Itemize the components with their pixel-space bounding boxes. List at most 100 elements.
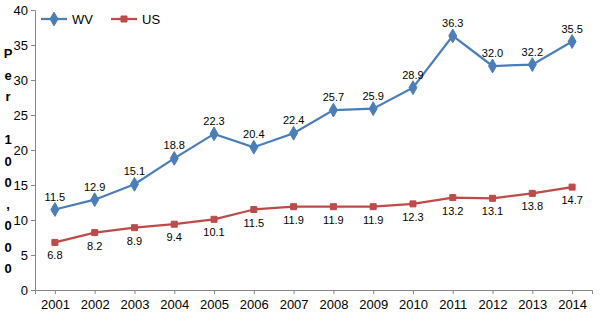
y-axis-label-char: , (6, 197, 10, 212)
y-tick: 25 (14, 108, 35, 123)
data-label: 15.1 (124, 165, 145, 177)
data-label: 11.5 (244, 217, 265, 229)
x-tick: 2002 (81, 290, 110, 312)
y-axis-label: Per100,000 (4, 46, 13, 276)
marker (51, 203, 59, 217)
legend-marker (50, 12, 58, 26)
marker (528, 58, 536, 72)
legend: WVUS (41, 12, 160, 27)
data-label: 13.1 (482, 205, 503, 217)
x-tick-mark (55, 290, 56, 294)
x-tick: 2013 (518, 290, 547, 312)
data-label: 13.8 (522, 200, 543, 212)
y-axis-label-char: 0 (4, 240, 11, 255)
y-tick-mark (31, 255, 35, 256)
x-tick-label: 2001 (41, 297, 70, 312)
data-label: 25.7 (323, 91, 344, 103)
x-tick: 2001 (41, 290, 70, 312)
marker (410, 201, 416, 207)
marker (330, 204, 336, 210)
x-tick: 2010 (399, 290, 428, 312)
x-tick-label: 2008 (319, 297, 348, 312)
x-tick: 2004 (160, 290, 189, 312)
legend-item: WV (41, 12, 93, 27)
data-label: 32.2 (522, 46, 543, 58)
y-tick-label: 40 (14, 3, 28, 18)
data-label: 8.9 (127, 235, 142, 247)
x-tick-mark (174, 290, 175, 294)
chart-svg: 0510152025303540200120022003200420052006… (0, 0, 600, 327)
x-tick-label: 2013 (518, 297, 547, 312)
marker (52, 239, 58, 245)
x-tick-mark (254, 290, 255, 294)
marker (211, 216, 217, 222)
x-axis-line (36, 291, 593, 295)
x-tick-mark (95, 290, 96, 294)
data-label: 12.9 (84, 181, 105, 193)
y-tick: 35 (14, 38, 35, 53)
data-label: 10.1 (203, 226, 224, 238)
x-tick-label: 2003 (121, 297, 150, 312)
data-labels: 11.512.915.118.822.320.422.425.725.928.9… (45, 17, 583, 262)
marker (290, 126, 298, 140)
y-axis-line (31, 11, 36, 291)
y-axis-label-char: 0 (4, 154, 11, 169)
data-label: 28.9 (402, 69, 423, 81)
x-tick: 2005 (200, 290, 229, 312)
x-tick: 2006 (240, 290, 269, 312)
marker (409, 81, 417, 95)
marker (569, 184, 575, 190)
x-tick-label: 2006 (240, 297, 269, 312)
y-tick-mark (31, 80, 35, 81)
marker (130, 177, 138, 191)
y-axis-label-char: 0 (4, 218, 11, 233)
y-tick: 0 (21, 283, 35, 298)
data-label: 14.7 (561, 194, 582, 206)
series-line (55, 36, 572, 210)
marker (291, 204, 297, 210)
data-label: 9.4 (167, 231, 182, 243)
marker (171, 221, 177, 227)
marker (329, 103, 337, 117)
y-tick-label: 20 (14, 143, 28, 158)
x-tick-mark (294, 290, 295, 294)
legend-label: WV (72, 12, 93, 27)
y-tick-label: 35 (14, 38, 28, 53)
y-tick-mark (31, 220, 35, 221)
y-axis-label-char: 0 (4, 175, 11, 190)
marker (490, 195, 496, 201)
y-tick: 5 (21, 248, 35, 263)
marker (568, 35, 576, 49)
x-tick: 2012 (479, 290, 508, 312)
x-tick-mark (413, 290, 414, 294)
x-tick: 2009 (359, 290, 388, 312)
y-axis-label-char: 0 (4, 261, 11, 276)
y-tick: 20 (14, 143, 35, 158)
data-label: 6.8 (47, 249, 62, 261)
x-tick-mark (493, 290, 494, 294)
marker (91, 193, 99, 207)
x-tick: 2003 (121, 290, 150, 312)
data-label: 25.9 (362, 90, 383, 102)
x-tick-mark (532, 290, 533, 294)
marker (450, 195, 456, 201)
marker (369, 102, 377, 116)
marker (92, 230, 98, 236)
x-tick-mark (453, 290, 454, 294)
y-tick: 10 (14, 213, 35, 228)
y-tick: 30 (14, 73, 35, 88)
data-label: 18.8 (164, 139, 185, 151)
y-tick-mark (31, 115, 35, 116)
plot-marks (51, 29, 576, 245)
x-tick-label: 2007 (280, 297, 309, 312)
marker (170, 151, 178, 165)
y-tick-mark (31, 185, 35, 186)
x-tick-label: 2012 (479, 297, 508, 312)
y-tick-label: 10 (14, 213, 28, 228)
x-tick: 2008 (319, 290, 348, 312)
x-tick-label: 2002 (81, 297, 110, 312)
legend-marker (121, 16, 127, 22)
x-tick-mark (373, 290, 374, 294)
y-tick: 15 (14, 178, 35, 193)
x-tick: 2014 (558, 290, 587, 312)
